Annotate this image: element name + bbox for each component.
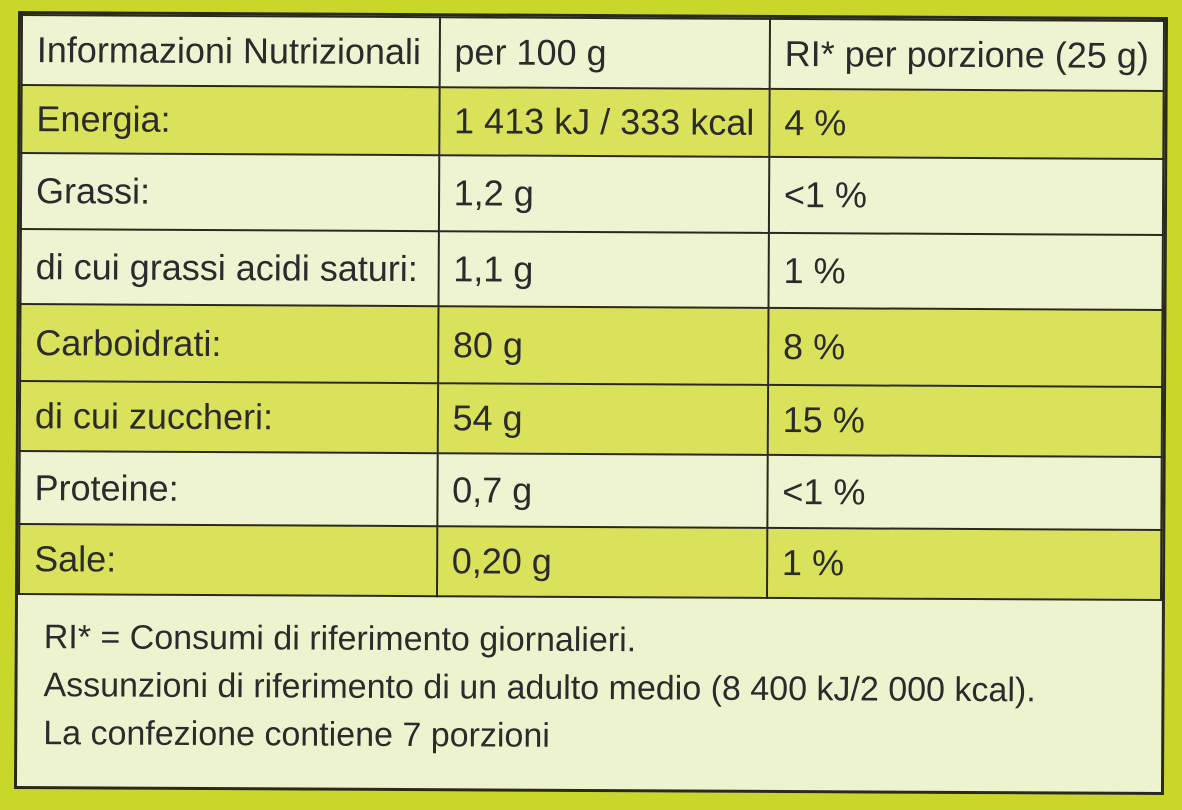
- nutrient-name: Carboidrati:: [20, 304, 439, 384]
- per-100g-value: 0,20 g: [436, 526, 768, 598]
- nutrient-name: Sale:: [18, 524, 437, 597]
- table-row: Energia: 1 413 kJ / 333 kcal 4 %: [21, 85, 1164, 159]
- nutrition-label: Informazioni Nutrizionali per 100 g RI* …: [13, 10, 1169, 796]
- table-row: Grassi: 1,2 g <1 %: [20, 153, 1164, 235]
- nutrient-name: Energia:: [21, 85, 440, 156]
- footnote-line: Assunzioni di riferimento di un adulto m…: [43, 666, 1036, 710]
- header-cell: Informazioni Nutrizionali: [21, 15, 440, 88]
- nutrient-name: di cui zuccheri:: [19, 381, 438, 454]
- footnote-line: RI* = Consumi di riferimento giornalieri…: [43, 618, 637, 660]
- per-100g-value: 1,2 g: [438, 155, 770, 233]
- ri-value: 1 %: [766, 527, 1162, 600]
- header-cell: RI* per porzione (25 g): [769, 18, 1165, 91]
- ri-value: 8 %: [767, 307, 1163, 387]
- ri-value: 4 %: [769, 88, 1164, 159]
- nutrition-table: Informazioni Nutrizionali per 100 g RI* …: [18, 14, 1165, 601]
- nutrient-name: Grassi:: [20, 153, 439, 232]
- per-100g-value: 1,1 g: [438, 231, 769, 308]
- per-100g-value: 0,7 g: [436, 453, 768, 528]
- per-100g-value: 80 g: [437, 306, 769, 385]
- table-row: Proteine: 0,7 g <1 %: [19, 451, 1162, 530]
- ri-value: <1 %: [767, 454, 1162, 530]
- header-cell: per 100 g: [439, 17, 770, 89]
- footnote: RI* = Consumi di riferimento giornalieri…: [17, 595, 1162, 781]
- footnote-line: La confezione contiene 7 porzioni: [43, 714, 550, 755]
- table-row: di cui zuccheri: 54 g 15 %: [19, 381, 1163, 457]
- table-header: Informazioni Nutrizionali per 100 g RI* …: [21, 15, 1165, 91]
- per-100g-value: 54 g: [437, 383, 768, 455]
- per-100g-value: 1 413 kJ / 333 kcal: [438, 87, 770, 157]
- ri-value: 1 %: [768, 232, 1163, 310]
- ri-value: <1 %: [768, 156, 1164, 235]
- nutrient-name: di cui grassi acidi saturi:: [20, 229, 439, 307]
- ri-value: 15 %: [767, 384, 1163, 457]
- nutrient-name: Proteine:: [19, 451, 438, 527]
